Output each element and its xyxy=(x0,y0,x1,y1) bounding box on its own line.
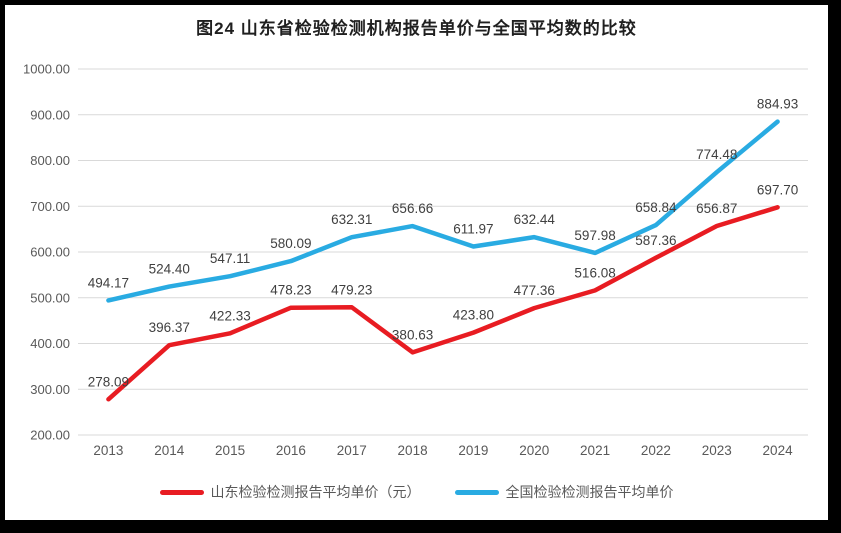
x-tick-label: 2013 xyxy=(93,443,123,458)
data-label: 478.23 xyxy=(270,283,311,298)
y-tick-label: 600.00 xyxy=(30,245,70,260)
legend-label-national: 全国检验检测报告平均单价 xyxy=(505,484,674,500)
series-line-1 xyxy=(106,119,780,303)
data-label: 422.33 xyxy=(209,308,250,323)
data-label: 884.93 xyxy=(757,97,798,112)
x-tick-label: 2017 xyxy=(337,443,367,458)
y-tick-label: 800.00 xyxy=(30,153,70,168)
x-tick-label: 2022 xyxy=(641,443,671,458)
data-label: 611.97 xyxy=(453,222,493,237)
data-label: 632.44 xyxy=(514,212,556,227)
y-tick-label: 900.00 xyxy=(30,107,70,122)
y-tick-label: 300.00 xyxy=(30,382,70,397)
data-label: 278.09 xyxy=(88,374,129,389)
legend: 山东检验检测报告平均单价（元） 全国检验检测报告平均单价 xyxy=(5,482,828,502)
series-line-0 xyxy=(106,205,780,402)
x-tick-label: 2015 xyxy=(215,443,245,458)
data-label: 697.70 xyxy=(757,182,798,197)
data-label: 658.84 xyxy=(635,200,677,215)
chart-title: 图24 山东省检验检测机构报告单价与全国平均数的比较 xyxy=(196,19,637,38)
x-tick-label: 2016 xyxy=(276,443,306,458)
data-label: 479.23 xyxy=(331,282,372,297)
data-label: 423.80 xyxy=(453,308,494,323)
data-label: 380.63 xyxy=(392,327,433,342)
data-label: 477.36 xyxy=(514,283,555,298)
data-label: 524.40 xyxy=(149,262,190,277)
y-tick-label: 1000.00 xyxy=(23,62,70,77)
y-tick-label: 500.00 xyxy=(30,290,70,305)
legend-label-shandong: 山东检验检测报告平均单价（元） xyxy=(210,484,421,500)
data-label: 597.98 xyxy=(574,228,615,243)
y-tick-label: 400.00 xyxy=(30,336,70,351)
y-tick-label: 200.00 xyxy=(30,428,70,443)
data-label: 774.48 xyxy=(696,147,737,162)
data-label: 632.31 xyxy=(331,212,372,227)
data-label: 656.87 xyxy=(696,201,737,216)
x-tick-label: 2014 xyxy=(154,443,185,458)
data-label: 396.37 xyxy=(149,320,190,335)
legend-item-shandong: 山东检验检测报告平均单价（元） xyxy=(159,482,421,502)
x-tick-label: 2018 xyxy=(398,443,428,458)
data-label: 516.08 xyxy=(574,265,615,280)
legend-item-national: 全国检验检测报告平均单价 xyxy=(454,482,674,502)
x-tick-label: 2019 xyxy=(458,443,488,458)
y-tick-label: 700.00 xyxy=(30,199,70,214)
data-label: 587.36 xyxy=(635,233,676,248)
legend-swatch-national xyxy=(454,489,499,495)
x-tick-label: 2024 xyxy=(763,443,794,458)
data-label: 547.11 xyxy=(210,251,250,266)
x-tick-label: 2023 xyxy=(702,443,732,458)
data-label: 656.66 xyxy=(392,201,433,216)
data-label: 494.17 xyxy=(88,275,129,290)
x-tick-label: 2021 xyxy=(580,443,610,458)
data-label: 580.09 xyxy=(270,236,311,251)
line-chart: 200.00 300.00 400.00 500.00 600.00 700.00 800.… xyxy=(23,62,808,458)
legend-swatch-shandong xyxy=(159,489,204,495)
x-tick-label: 2020 xyxy=(519,443,549,458)
